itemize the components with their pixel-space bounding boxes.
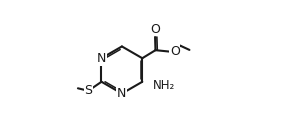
Text: N: N [117, 87, 127, 100]
Text: NH₂: NH₂ [153, 79, 175, 92]
Text: O: O [150, 23, 160, 36]
Text: N: N [97, 52, 106, 65]
Text: O: O [170, 45, 180, 58]
Text: S: S [84, 84, 92, 97]
